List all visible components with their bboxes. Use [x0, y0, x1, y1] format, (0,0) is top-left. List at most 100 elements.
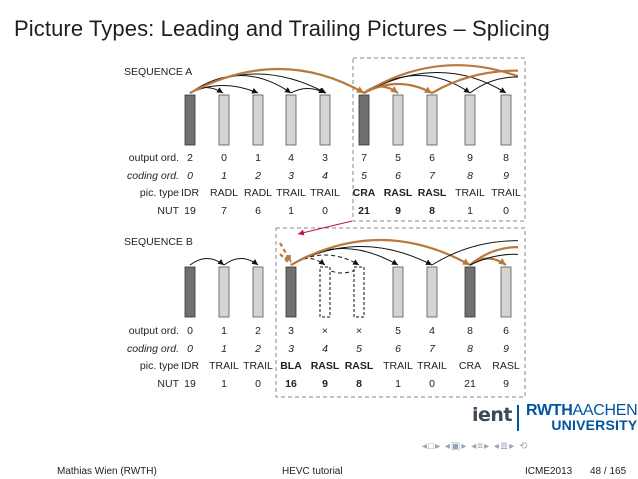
- cell: TRAIL: [455, 187, 485, 199]
- cell: 0: [187, 325, 193, 337]
- sequence-a-pictures: [184, 94, 512, 146]
- cell: ×: [356, 325, 362, 337]
- cell: 0: [255, 378, 261, 390]
- sequence-b-arrows: [189, 239, 518, 274]
- cell: 6: [429, 152, 435, 164]
- cell: 6: [503, 325, 509, 337]
- picture-bar: [500, 94, 512, 146]
- cell: 19: [184, 378, 196, 390]
- beamer-navigation[interactable]: ◂□▸ ◂▣▸ ◂≡▸ ◂≣▸ ⟲: [422, 441, 529, 452]
- cell: 7: [221, 205, 227, 217]
- cell: 2: [187, 152, 193, 164]
- row-label: output ord.: [129, 325, 179, 337]
- cell: 3: [288, 170, 294, 182]
- cell: 8: [503, 152, 509, 164]
- cell: 8: [467, 343, 473, 355]
- cell: 0: [429, 378, 435, 390]
- nav-next-icon[interactable]: ▸: [435, 441, 442, 452]
- nav-next-icon[interactable]: ▸: [509, 441, 516, 452]
- dropped-picture-bar: [353, 266, 365, 318]
- cell: 8: [429, 205, 435, 217]
- picture-bar: [218, 266, 230, 318]
- nut-row: 19 7 6 1 0 21 9 8 1 0: [184, 205, 509, 217]
- cell: 9: [503, 343, 509, 355]
- rwth-logo: RWTHAACHEN UNIVERSITY: [526, 402, 638, 433]
- cell: 1: [467, 205, 473, 217]
- cell: 1: [221, 378, 227, 390]
- cell: 7: [429, 343, 436, 355]
- picture-bar: [252, 94, 264, 146]
- picture-bar: [426, 94, 438, 146]
- picture-type-row: IDR RADL RADL TRAIL TRAIL CRA RASL RASL …: [181, 187, 521, 199]
- picture-type-row: IDR TRAIL TRAIL BLA RASL RASL TRAIL TRAI…: [181, 360, 520, 372]
- picture-bar: [285, 94, 297, 146]
- coding-order-row: 0 1 2 3 4 5 6 7 8 9: [187, 343, 509, 355]
- cell: 9: [467, 152, 473, 164]
- cell: 0: [322, 205, 328, 217]
- cell: TRAIL: [209, 360, 239, 372]
- nav-prev-icon[interactable]: ◂: [422, 441, 429, 452]
- cell: TRAIL: [417, 360, 447, 372]
- cell: 8: [467, 325, 473, 337]
- cell: 4: [322, 343, 328, 355]
- cell: 9: [395, 205, 401, 217]
- cell: 7: [429, 170, 436, 182]
- nav-doc-icon[interactable]: ≣: [499, 441, 510, 452]
- sequence-b-splice-region: [275, 227, 526, 398]
- cell: 5: [395, 325, 401, 337]
- aachen-logo-text: AACHEN: [572, 402, 638, 419]
- cell: 5: [356, 343, 362, 355]
- sequence-a-label: SEQUENCE A: [124, 66, 193, 78]
- nav-prev-icon[interactable]: ◂: [493, 441, 500, 452]
- cell: 0: [503, 205, 509, 217]
- cell: 2: [254, 170, 261, 182]
- cell: 0: [187, 170, 193, 182]
- cell: ×: [322, 325, 328, 337]
- row-label: pic. type: [140, 187, 179, 199]
- nav-next-icon[interactable]: ▸: [461, 441, 468, 452]
- nav-prev-icon[interactable]: ◂: [444, 441, 451, 452]
- footer-author: Mathias Wien (RWTH): [57, 466, 157, 477]
- ient-logo: ient: [472, 404, 513, 426]
- cell: 1: [221, 170, 227, 182]
- cell: IDR: [181, 187, 200, 199]
- nav-next-icon[interactable]: ▸: [484, 441, 491, 452]
- cell: CRA: [459, 360, 481, 372]
- cell: 0: [221, 152, 227, 164]
- picture-bar: [358, 94, 370, 146]
- nav-subsection-icon[interactable]: ▣: [450, 441, 462, 452]
- cell: 9: [503, 378, 509, 390]
- picture-bar: [285, 266, 297, 318]
- university-logo-text: UNIVERSITY: [551, 417, 638, 433]
- cell: 16: [285, 378, 297, 390]
- cell: TRAIL: [243, 360, 273, 372]
- sequence-a-arrows: [189, 64, 518, 94]
- picture-bar: [392, 94, 404, 146]
- cell: 4: [322, 170, 328, 182]
- footer-event: ICME2013: [525, 466, 573, 477]
- cell: TRAIL: [383, 360, 413, 372]
- cell: 1: [221, 343, 227, 355]
- coding-order-row: 0 1 2 3 4 5 6 7 8 9: [187, 170, 509, 182]
- dropped-picture-bar: [319, 266, 331, 318]
- picture-bar: [392, 266, 404, 318]
- cell: RASL: [345, 360, 374, 372]
- rwth-logo-text: RWTH: [526, 402, 573, 419]
- picture-bar: [184, 266, 196, 318]
- nav-frame-icon[interactable]: □: [428, 441, 436, 452]
- picture-bar: [252, 266, 264, 318]
- row-label: coding ord.: [127, 170, 179, 182]
- picture-bar: [464, 94, 476, 146]
- nav-section-icon[interactable]: ≡: [477, 441, 485, 452]
- row-label: NUT: [157, 205, 179, 217]
- cell: 1: [288, 205, 294, 217]
- output-order-row: 0 1 2 3 × × 5 4 8 6: [187, 325, 509, 337]
- cell: 6: [395, 170, 401, 182]
- cell: TRAIL: [491, 187, 521, 199]
- nav-prev-icon[interactable]: ◂: [471, 441, 478, 452]
- nav-search-icon[interactable]: ⟲: [519, 441, 529, 452]
- cell: 9: [322, 378, 328, 390]
- sequence-b-label: SEQUENCE B: [124, 236, 193, 248]
- cell: TRAIL: [276, 187, 306, 199]
